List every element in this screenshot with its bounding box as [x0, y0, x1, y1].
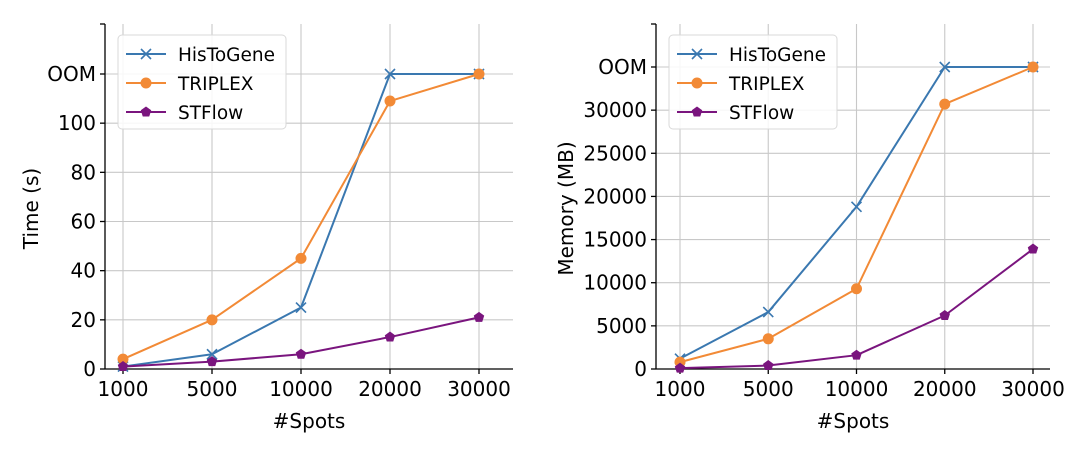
- circle-marker-icon: [384, 95, 396, 107]
- legend-item-histogene: HisToGene: [126, 45, 275, 66]
- x-tick-label: 10000: [825, 377, 889, 401]
- x-tick-label: 10000: [269, 377, 333, 401]
- pentagon-marker-icon: [851, 349, 862, 360]
- circle-marker-icon: [939, 98, 951, 110]
- y-tick-label: 25000: [583, 141, 647, 165]
- pentagon-marker-icon: [674, 362, 686, 373]
- circle-marker-icon: [762, 333, 774, 345]
- legend: HisToGene TRIPLEX STFlow: [668, 34, 838, 130]
- x-marker-icon: [762, 306, 774, 318]
- x-marker-icon: [384, 68, 396, 80]
- y-tick-label: OOM: [47, 62, 96, 86]
- x-tick-label: 5000: [743, 377, 794, 401]
- x-tick-label: 1000: [655, 377, 706, 401]
- legend-item-triplex: TRIPLEX: [677, 74, 805, 95]
- legend-label: TRIPLEX: [728, 74, 805, 95]
- pentagon-marker-icon: [384, 331, 396, 342]
- pentagon-marker-icon: [763, 360, 774, 370]
- legend-item-triplex: TRIPLEX: [126, 74, 254, 95]
- x-tick-label: 1000: [98, 377, 149, 401]
- legend-label: HisToGene: [178, 45, 275, 66]
- x-marker-icon: [206, 348, 218, 360]
- series-triplex: [117, 68, 485, 365]
- legend-item-stflow: STFlow: [677, 103, 794, 124]
- circle-marker-icon: [1027, 61, 1039, 73]
- circle-marker-icon: [473, 68, 485, 80]
- pentagon-marker-icon: [1027, 243, 1039, 254]
- circle-marker-icon: [117, 353, 129, 365]
- x-marker-icon: [295, 301, 307, 314]
- y-axis-title: Time (s): [19, 168, 43, 250]
- x-axis-title: #Spots: [273, 409, 346, 433]
- x-tick-label: 30000: [447, 377, 511, 401]
- pentagon-marker-icon: [295, 348, 307, 359]
- y-tick-label: 10000: [583, 271, 647, 295]
- legend-item-histogene: HisToGene: [677, 45, 826, 66]
- x-marker-icon: [140, 48, 152, 60]
- circle-marker-icon: [295, 252, 307, 264]
- series-stflow: [674, 243, 1039, 373]
- x-tick-label: 20000: [913, 377, 977, 401]
- pentagon-marker-icon: [117, 361, 129, 371]
- y-tick-label: 40: [71, 259, 96, 283]
- y-tick-label: 20000: [583, 184, 647, 208]
- y-tick-label: 15000: [583, 228, 647, 252]
- x-axis-title: #Spots: [817, 409, 890, 433]
- y-tick-label: 5000: [596, 314, 647, 338]
- x-tick-label: 5000: [187, 377, 238, 401]
- y-tick-label: 0: [83, 357, 96, 381]
- circle-marker-icon: [851, 283, 862, 295]
- circle-marker-icon: [691, 77, 703, 89]
- circle-marker-icon: [140, 77, 152, 89]
- x-marker-icon: [850, 201, 863, 213]
- legend-label: STFlow: [729, 103, 794, 124]
- series-stflow: [117, 311, 485, 371]
- y-tick-label: 100: [58, 111, 96, 135]
- x-marker-icon: [939, 61, 951, 73]
- x-tick-label: 20000: [358, 377, 422, 401]
- legend-label: TRIPLEX: [177, 74, 254, 95]
- series-triplex: [674, 61, 1039, 368]
- y-tick-label: 30000: [583, 98, 647, 122]
- y-tick-label: 20: [71, 308, 96, 332]
- y-axis-title: Memory (MB): [554, 141, 578, 275]
- legend-item-stflow: STFlow: [126, 103, 243, 124]
- pentagon-marker-icon: [939, 310, 950, 320]
- pentagon-marker-icon: [691, 106, 703, 117]
- y-tick-label: 0: [634, 357, 647, 381]
- pentagon-marker-icon: [473, 311, 485, 322]
- legend-label: HisToGene: [729, 45, 826, 66]
- axes: 0 20 40 60 80 100 OOM 1000 5000 10000 20000 30000: [47, 23, 513, 401]
- axes: 0 5000 10000 15000 20000 25000 30000 OOM 1000 500…: [583, 23, 1065, 401]
- grid: [656, 24, 1050, 369]
- x-tick-label: 30000: [1001, 377, 1065, 401]
- y-tick-label: 60: [71, 210, 96, 234]
- circle-marker-icon: [206, 314, 218, 326]
- y-tick-label: OOM: [598, 55, 647, 79]
- x-marker-icon: [691, 48, 703, 60]
- pentagon-marker-icon: [140, 106, 152, 117]
- legend-label: STFlow: [178, 103, 243, 124]
- pentagon-marker-icon: [206, 356, 218, 367]
- legend: HisToGene TRIPLEX STFlow: [117, 34, 287, 130]
- y-tick-label: 80: [71, 160, 96, 184]
